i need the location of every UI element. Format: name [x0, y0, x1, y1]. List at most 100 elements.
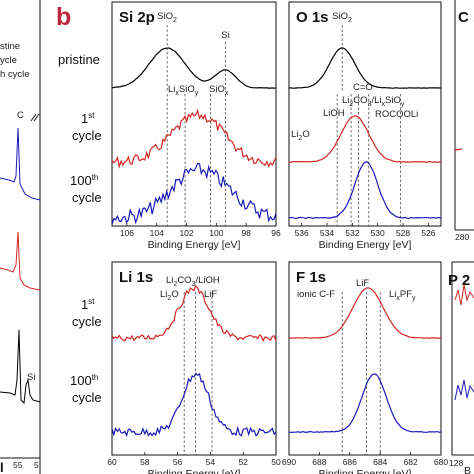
- row-label-cycle-word: cycle: [72, 128, 102, 143]
- o1s-curve-2: [289, 161, 442, 220]
- o1s-annotation-lioh: LiOH: [323, 108, 345, 119]
- o1s-tick-label: 530: [371, 228, 385, 238]
- f1s-tick-label: 680: [434, 457, 448, 467]
- ordinal-suffix: th: [92, 373, 99, 382]
- ordinal-suffix: st: [88, 297, 95, 306]
- ordinal-suffix: th: [92, 173, 99, 182]
- p2p-cut-panel: P 2 128 B: [448, 261, 474, 474]
- left-first-cycle-curve: [0, 231, 41, 291]
- o1s-annotation-sio2: SiO2: [332, 11, 352, 24]
- f1s-frame: [288, 261, 442, 456]
- row-label-cycle-word: cycle: [72, 390, 102, 405]
- row-label-first-cycle-top: 1st cycle: [72, 111, 102, 143]
- li1s-tick-label: 56: [173, 457, 183, 467]
- left-bottom-letter: l: [0, 460, 4, 474]
- left-legend-line-3: h cycle: [0, 69, 30, 80]
- left-pristine-curve: [0, 329, 41, 405]
- f1s-axis-label: Binding Energy [eV]: [319, 468, 412, 474]
- left-legend-line-1: stine: [0, 41, 20, 52]
- ordinal-number: 100: [70, 373, 92, 388]
- left-legend-line-2: ycle: [0, 55, 17, 66]
- li1s-frame: [111, 261, 277, 456]
- f1s-annotation-lixpfy: LixPFy: [389, 289, 416, 302]
- si2p-axis-label: Binding Energy [eV]: [148, 239, 241, 251]
- o1s-tick-label: 534: [320, 228, 334, 238]
- p2p-title: P 2: [448, 272, 470, 289]
- left-hundredth-cycle-curve: [0, 127, 41, 201]
- left-peak-label-si: Si: [27, 372, 35, 383]
- f1s-tick-label: 682: [404, 457, 418, 467]
- p2p-axis-fragment: B: [464, 465, 471, 474]
- li1s-annotation-li2o: Li2O: [160, 289, 179, 302]
- si2p-annotation-sio2: SiO2: [157, 11, 177, 24]
- left-tick-label-2: 5: [34, 460, 39, 470]
- si2p-annotation-si: Si: [221, 30, 229, 41]
- li1s-tick-label: 50: [271, 457, 281, 467]
- si2p-annotation-lixsioy: LixSiOy: [168, 84, 199, 97]
- left-tick-label: 55: [13, 460, 23, 470]
- o1s-annotation-li2o: Li2O: [291, 129, 310, 142]
- si2p-curve-0: [112, 47, 277, 89]
- c1s-tick: 280: [455, 232, 469, 242]
- si2p-tick-label: 98: [241, 228, 251, 238]
- o1s-tick-label: 536: [295, 228, 309, 238]
- f1s-title: F 1s: [296, 269, 326, 286]
- o1s-axis-label: Binding Energy [eV]: [319, 239, 412, 251]
- p2p-hundredth-cycle-fragment: [454, 379, 474, 401]
- f1s-tick-label: 684: [373, 457, 387, 467]
- si2p-title: Si 2p: [119, 9, 155, 26]
- f1s-tick-label: 686: [343, 457, 357, 467]
- ordinal-number: 1: [81, 297, 88, 312]
- left-peak-label-c: C: [17, 110, 24, 121]
- f1s-curve-0: [288, 287, 442, 339]
- svg-text:1st: 1st: [81, 297, 95, 312]
- left-cut-panel: stine ycle h cycle C Si 55 5 l: [0, 0, 41, 474]
- c1s-cut-panel: C 1 280: [454, 0, 474, 242]
- li1s-curve-1: [111, 372, 277, 438]
- p2p-tick: 128: [449, 458, 463, 468]
- si2p-curve-2: [111, 162, 277, 225]
- f1s-panel: F 1s 680 682 684 686 688 690 Binding Energy [eV…: [282, 261, 448, 474]
- f1s-tick-label: 690: [282, 457, 296, 467]
- o1s-title: O 1s: [296, 9, 329, 26]
- row-label-hundredth-cycle-top: 100th cycle: [70, 173, 102, 205]
- si2p-annotation-siox: SiOx: [209, 84, 229, 97]
- li1s-axis-label: Binding Energy [eV]: [148, 468, 241, 474]
- li1s-title: Li 1s: [119, 269, 153, 286]
- p2p-first-cycle-fragment: [454, 284, 474, 306]
- si2p-tick-label: 96: [271, 228, 281, 238]
- li1s-tick-label: 52: [238, 457, 248, 467]
- row-label-cycle-word: cycle: [72, 314, 102, 329]
- li1s-panel: Li 1s 50 52 54 56 58 60 Binding Energy [eV] Li2C…: [107, 261, 281, 474]
- ordinal-number: 100: [70, 173, 92, 188]
- o1s-annotation-rocooli: ROCOOLi: [375, 109, 418, 120]
- si2p-frame: [111, 1, 277, 227]
- o1s-annotation-li2co3: Li2CO3/LixSiOy: [342, 95, 405, 108]
- li1s-annotation-li2co3-lioh: Li2CO3/LiOH: [166, 275, 220, 288]
- o1s-annotation-co: C=O: [353, 82, 373, 93]
- si2p-tick-label: 100: [209, 228, 223, 238]
- row-label-pristine: pristine: [58, 52, 100, 67]
- svg-text:1st: 1st: [81, 111, 95, 126]
- si2p-curve-1: [111, 108, 277, 169]
- si2p-tick-label: 106: [120, 228, 134, 238]
- c1s-first-cycle-fragment: [454, 148, 463, 151]
- li1s-tick-label: 58: [140, 457, 150, 467]
- xps-panels: Si 2p 96 98 100 102 104 106 Binding Energy [eV]…: [107, 1, 448, 474]
- o1s-curve-1: [288, 114, 442, 164]
- f1s-curve-1: [289, 373, 442, 434]
- svg-text:100th: 100th: [70, 173, 98, 188]
- ordinal-suffix: st: [88, 111, 95, 120]
- c1s-title: C 1: [458, 9, 474, 26]
- o1s-tick-label: 526: [421, 228, 435, 238]
- panel-letter-b: b: [56, 3, 71, 31]
- o1s-tick-label: 528: [396, 228, 410, 238]
- li1s-tick-label: 60: [107, 457, 117, 467]
- o1s-frame: [288, 1, 442, 227]
- svg-text:100th: 100th: [70, 373, 98, 388]
- li1s-annotation-lif: LiF: [204, 289, 217, 300]
- row-label-hundredth-cycle-bottom: 100th cycle: [70, 373, 102, 405]
- o1s-tick-label: 532: [345, 228, 359, 238]
- si2p-tick-label: 102: [179, 228, 193, 238]
